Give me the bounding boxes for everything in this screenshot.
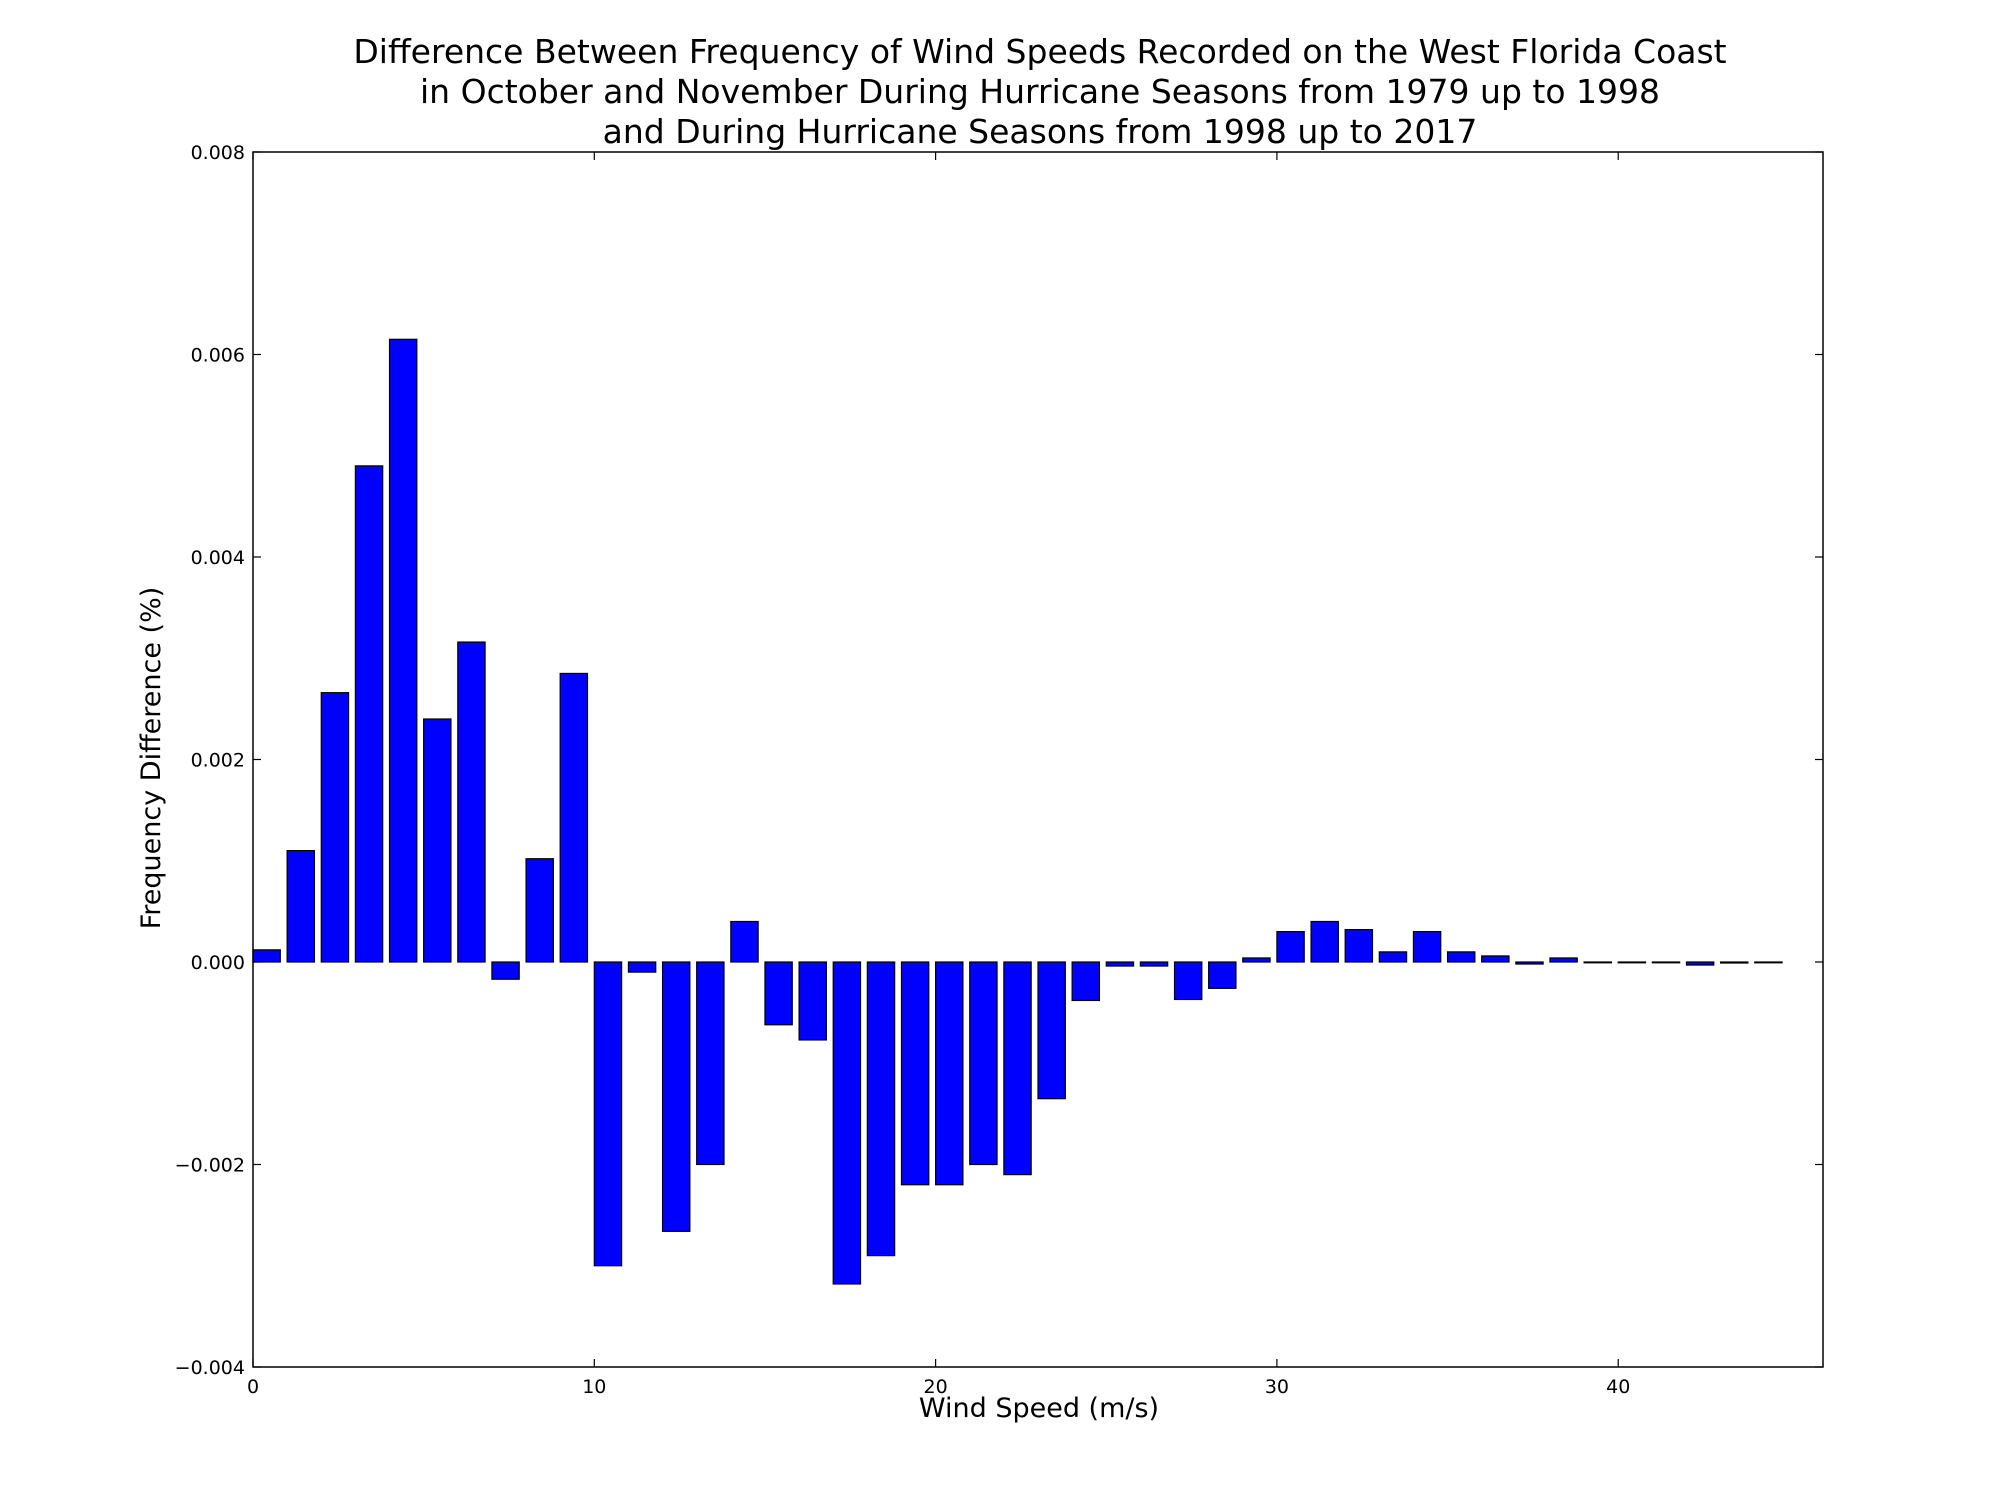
title-line-1: Difference Between Frequency of Wind Spe… — [353, 32, 1726, 71]
bar-40 — [1617, 961, 1647, 964]
bar-9 — [559, 672, 589, 963]
title-line-3: and During Hurricane Seasons from 1998 u… — [603, 112, 1478, 151]
bar-39 — [1583, 961, 1612, 964]
y-tick-label-5: 0.006 — [191, 345, 245, 367]
title-line-2: in October and November During Hurricane… — [420, 72, 1660, 111]
bar-36 — [1481, 955, 1510, 963]
bar-21 — [969, 961, 998, 1166]
y-tick-label-2: 0.000 — [191, 952, 245, 974]
bar-25 — [1105, 961, 1135, 967]
bar-30 — [1276, 931, 1305, 963]
bar-29 — [1242, 957, 1271, 963]
bar-0 — [252, 949, 281, 963]
y-tick-label-3: 0.002 — [191, 750, 245, 772]
bar-35 — [1446, 951, 1476, 963]
bar-18 — [866, 961, 896, 1257]
x-tick-label-20: 20 — [924, 1376, 948, 1398]
bar-16 — [798, 961, 827, 1041]
bar-3 — [354, 465, 384, 963]
bar-8 — [525, 858, 554, 963]
bar-5 — [423, 718, 452, 963]
bar-38 — [1549, 957, 1578, 963]
y-tick-label-6: 0.008 — [191, 142, 245, 164]
bar-42 — [1685, 961, 1715, 966]
bar-6 — [457, 641, 486, 963]
bar-33 — [1378, 951, 1408, 963]
bar-11 — [627, 961, 657, 973]
x-tick-label-0: 0 — [247, 1376, 259, 1398]
bar-17 — [832, 961, 862, 1285]
bar-44 — [1754, 961, 1783, 964]
chart-title: Difference Between Frequency of Wind Spe… — [353, 32, 1726, 151]
axes-group: 0 10 20 30 40 −0.004 −0.002 0.000 0.002 0.004 0.00… — [175, 142, 1823, 1398]
bar-28 — [1208, 961, 1237, 989]
bar-10 — [593, 961, 623, 1267]
bar-19 — [900, 961, 930, 1186]
x-tick-label-30: 30 — [1265, 1376, 1289, 1398]
bar-13 — [696, 961, 725, 1166]
y-tick-label-1: −0.002 — [175, 1155, 245, 1177]
bar-4 — [388, 338, 418, 963]
bar-7 — [491, 961, 520, 980]
y-tick-label-0: −0.004 — [175, 1357, 245, 1379]
bar-24 — [1071, 961, 1101, 1002]
x-tick-label-10: 10 — [582, 1376, 606, 1398]
bar-31 — [1310, 920, 1339, 963]
bar-41 — [1651, 961, 1681, 964]
bar-27 — [1173, 961, 1203, 1001]
plot-frame — [252, 151, 1824, 1368]
y-axis-label: Frequency Difference (%) — [136, 587, 167, 930]
bar-12 — [661, 961, 691, 1232]
bar-1 — [286, 850, 316, 963]
bar-32 — [1344, 928, 1374, 963]
y-tick-label-4: 0.004 — [191, 547, 245, 569]
bar-14 — [730, 920, 759, 963]
bars-group — [252, 338, 1783, 1285]
x-tick-label-40: 40 — [1606, 1376, 1630, 1398]
bar-37 — [1515, 961, 1544, 965]
bar-43 — [1720, 961, 1749, 964]
bar-22 — [1003, 961, 1032, 1176]
bar-34 — [1412, 931, 1442, 963]
x-axis-label: Wind Speed (m/s) — [919, 1393, 1159, 1424]
bar-20 — [935, 961, 964, 1186]
bar-2 — [320, 692, 350, 963]
bar-15 — [764, 961, 793, 1026]
bar-23 — [1037, 961, 1066, 1100]
bar-26 — [1139, 961, 1169, 967]
